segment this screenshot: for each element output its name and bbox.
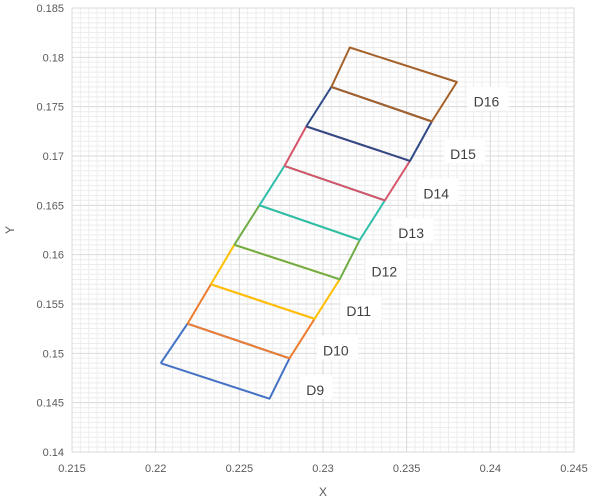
x-tick-label: 0.225	[226, 463, 254, 475]
data-label-background	[444, 139, 486, 164]
data-label-background	[365, 256, 407, 281]
data-label-d9: D9	[306, 382, 324, 398]
data-label-background	[340, 295, 382, 320]
x-tick-label: 0.24	[480, 463, 501, 475]
y-tick-label: 0.165	[36, 200, 64, 212]
y-tick-label: 0.18	[43, 52, 64, 64]
series-line-d11	[210, 243, 341, 320]
data-label-background	[417, 178, 459, 203]
y-axis-title: Y	[3, 226, 17, 234]
x-tick-label: 0.22	[145, 463, 166, 475]
series-line-d13	[258, 164, 386, 241]
data-label-background	[300, 374, 333, 399]
series-layer	[159, 46, 458, 400]
data-label-background	[467, 86, 509, 111]
series-line-d15	[305, 85, 433, 162]
y-tick-label: 0.17	[43, 151, 64, 163]
y-tick-label: 0.155	[36, 299, 64, 311]
y-tick-label: 0.145	[36, 398, 64, 410]
series-line-d14	[283, 125, 411, 202]
y-tick-label: 0.14	[43, 447, 64, 459]
y-tick-label: 0.16	[43, 250, 64, 262]
data-label-d10: D10	[323, 342, 349, 358]
data-label-background	[317, 335, 358, 360]
x-tick-label: 0.215	[58, 463, 86, 475]
y-tick-label: 0.185	[36, 3, 64, 15]
data-label-d12: D12	[372, 263, 398, 279]
data-label-layer: D9 D10 D11 D12 D13 D14 D15 D16	[300, 86, 509, 399]
x-axis-ticks: 0.215 0.22 0.225 0.23 0.235 0.24 0.245	[58, 463, 588, 475]
x-tick-label: 0.23	[312, 463, 333, 475]
data-label-d16: D16	[474, 94, 500, 110]
data-label-d14: D14	[423, 185, 449, 201]
y-axis-ticks: 0.14 0.145 0.15 0.155 0.16 0.165 0.17 0.175 0.18…	[36, 3, 64, 459]
y-tick-label: 0.15	[43, 348, 64, 360]
data-label-background	[392, 217, 434, 242]
data-label-d13: D13	[398, 225, 424, 241]
x-tick-label: 0.235	[393, 463, 421, 475]
series-line-d16	[330, 46, 458, 123]
data-label-d11: D11	[346, 303, 371, 319]
plot-area-border	[71, 7, 575, 453]
x-axis-title: X	[319, 485, 327, 499]
y-tick-label: 0.175	[36, 102, 64, 114]
x-tick-label: 0.245	[560, 463, 588, 475]
data-label-d15: D15	[450, 146, 476, 162]
series-line-d10	[186, 283, 316, 360]
series-line-d12	[233, 204, 361, 281]
